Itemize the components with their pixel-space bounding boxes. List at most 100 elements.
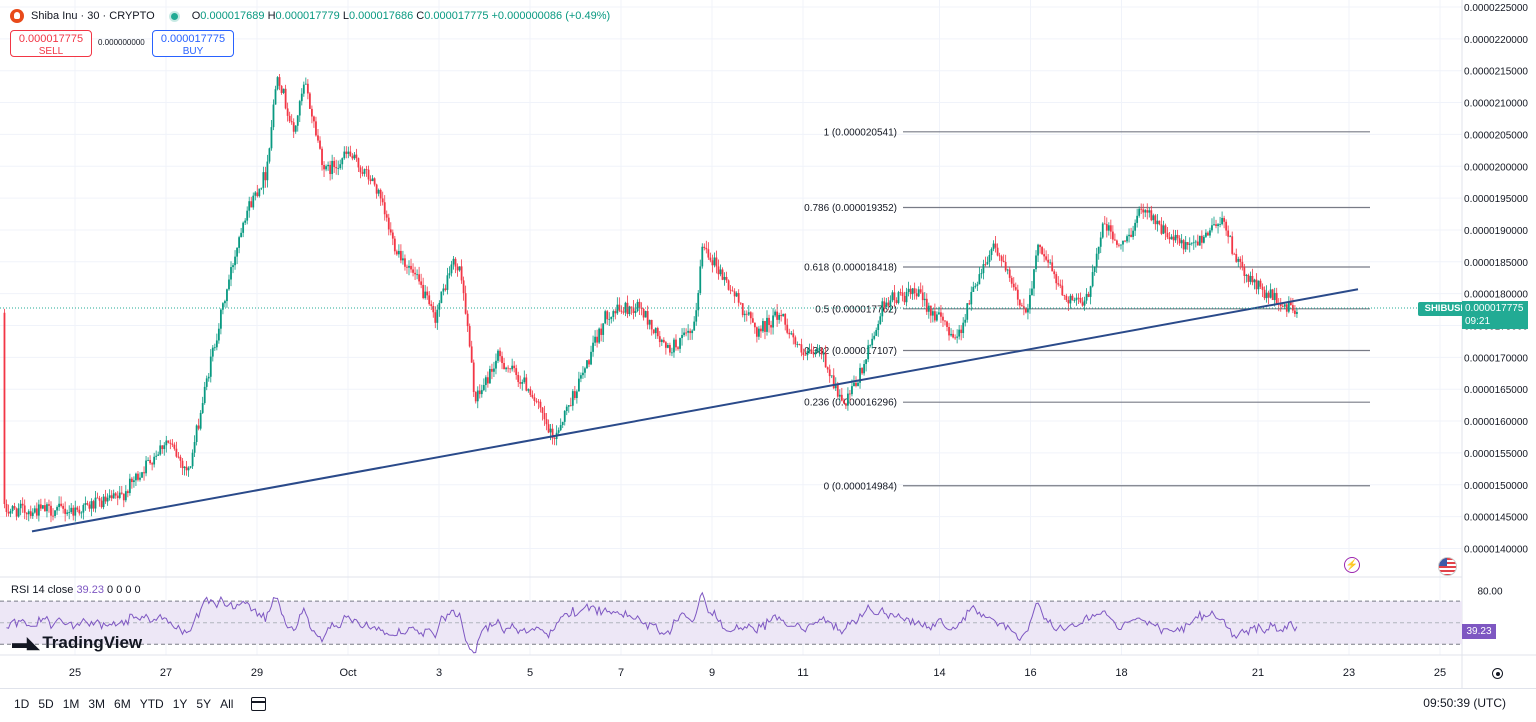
symbol-title[interactable]: Shiba Inu · 30 · CRYPTO bbox=[31, 10, 155, 22]
candle bbox=[1015, 287, 1017, 290]
candle bbox=[1254, 280, 1256, 283]
time-tick-label: 7 bbox=[618, 667, 624, 679]
candle bbox=[56, 507, 58, 510]
fib-level-label: 0 (0.000014984) bbox=[824, 481, 897, 492]
candle bbox=[380, 190, 382, 199]
buy-button[interactable]: 0.000017775 BUY bbox=[152, 30, 234, 57]
rsi-label: RSI 14 close bbox=[11, 584, 73, 596]
candle bbox=[1136, 216, 1138, 223]
candle bbox=[311, 109, 313, 117]
candle bbox=[784, 314, 786, 325]
gear-icon[interactable] bbox=[1492, 668, 1503, 679]
candle bbox=[1039, 245, 1041, 247]
timeframe-1y[interactable]: 1Y bbox=[173, 697, 188, 711]
candle bbox=[244, 221, 246, 223]
candle bbox=[1092, 272, 1094, 286]
candle bbox=[303, 85, 305, 94]
candle bbox=[1057, 283, 1059, 284]
candle bbox=[224, 301, 226, 303]
candle bbox=[896, 300, 898, 303]
candle bbox=[631, 307, 633, 308]
candle bbox=[1260, 281, 1262, 287]
candle bbox=[137, 474, 139, 480]
candle bbox=[184, 467, 186, 468]
candle bbox=[1156, 221, 1158, 224]
candle bbox=[299, 101, 301, 115]
candle bbox=[985, 264, 987, 265]
candle bbox=[230, 267, 232, 279]
candle bbox=[954, 337, 956, 338]
candle bbox=[932, 311, 934, 315]
candle bbox=[149, 460, 151, 463]
candle bbox=[744, 314, 746, 315]
candle bbox=[594, 337, 596, 343]
timeframe-5d[interactable]: 5D bbox=[38, 697, 53, 711]
candle bbox=[1252, 276, 1254, 282]
tradingview-logo-icon: ▬◣ bbox=[12, 633, 38, 653]
candle bbox=[400, 251, 402, 260]
calendar-icon[interactable] bbox=[251, 697, 266, 711]
price-chart[interactable]: 1 (0.000020541) 0.786 (0.000019352) 0.618 … bbox=[0, 0, 1536, 688]
candle bbox=[248, 201, 250, 210]
candle bbox=[558, 430, 560, 433]
candle bbox=[560, 425, 562, 430]
candle bbox=[228, 279, 230, 289]
candle bbox=[1053, 271, 1055, 274]
candle bbox=[509, 368, 511, 369]
candle bbox=[60, 504, 62, 506]
candle bbox=[279, 77, 281, 86]
us-flag-icon[interactable] bbox=[1438, 557, 1457, 576]
timeframe-6m[interactable]: 6M bbox=[114, 697, 131, 711]
candle bbox=[1296, 312, 1298, 314]
timeframe-3m[interactable]: 3M bbox=[88, 697, 105, 711]
candle bbox=[679, 338, 681, 349]
candle bbox=[408, 266, 410, 268]
sell-button[interactable]: 0.000017775 SELL bbox=[10, 30, 92, 57]
candle bbox=[523, 377, 525, 382]
timeframe-all[interactable]: All bbox=[220, 697, 233, 711]
candle bbox=[671, 352, 673, 353]
candle bbox=[103, 497, 105, 508]
candle bbox=[770, 325, 772, 328]
candle bbox=[293, 122, 295, 131]
tradingview-logo[interactable]: ▬◣ TradingView bbox=[12, 633, 142, 653]
candle bbox=[10, 511, 12, 513]
timeframe-5y[interactable]: 5Y bbox=[196, 697, 211, 711]
candle bbox=[600, 329, 602, 335]
candle bbox=[309, 93, 311, 108]
candle bbox=[683, 333, 685, 335]
candle bbox=[62, 506, 64, 509]
candle bbox=[525, 377, 527, 390]
timeframe-1d[interactable]: 1D bbox=[14, 697, 29, 711]
candle bbox=[964, 320, 966, 323]
candle bbox=[68, 512, 70, 513]
high-value: 0.000017779 bbox=[276, 10, 340, 22]
candle bbox=[564, 411, 566, 422]
clock[interactable]: 09:50:39 (UTC) bbox=[1423, 696, 1506, 710]
timeframe-ytd[interactable]: YTD bbox=[140, 697, 164, 711]
candle bbox=[772, 315, 774, 327]
candle bbox=[1290, 302, 1292, 305]
rsi-legend[interactable]: RSI 14 close 39.23 0 0 0 0 bbox=[11, 584, 141, 596]
candle bbox=[384, 202, 386, 214]
change-value: +0.000000086 (+0.49%) bbox=[492, 10, 611, 22]
candle bbox=[983, 264, 985, 273]
candle bbox=[353, 155, 355, 159]
candle bbox=[337, 168, 339, 169]
candle bbox=[653, 329, 655, 333]
candle bbox=[637, 302, 639, 311]
candle bbox=[121, 493, 123, 494]
candle bbox=[432, 306, 434, 312]
candle bbox=[167, 440, 169, 442]
candle bbox=[206, 378, 208, 387]
timeframe-1m[interactable]: 1M bbox=[63, 697, 80, 711]
candle bbox=[26, 513, 28, 514]
fib-level-label: 0.786 (0.000019352) bbox=[804, 203, 897, 214]
candle bbox=[364, 169, 366, 174]
candle bbox=[260, 188, 262, 189]
candle bbox=[758, 329, 760, 337]
price-tick-label: 0.0000155000 bbox=[1464, 449, 1528, 460]
candle bbox=[966, 303, 968, 320]
candle bbox=[1227, 231, 1229, 237]
lightning-icon[interactable]: ⚡ bbox=[1344, 557, 1360, 573]
